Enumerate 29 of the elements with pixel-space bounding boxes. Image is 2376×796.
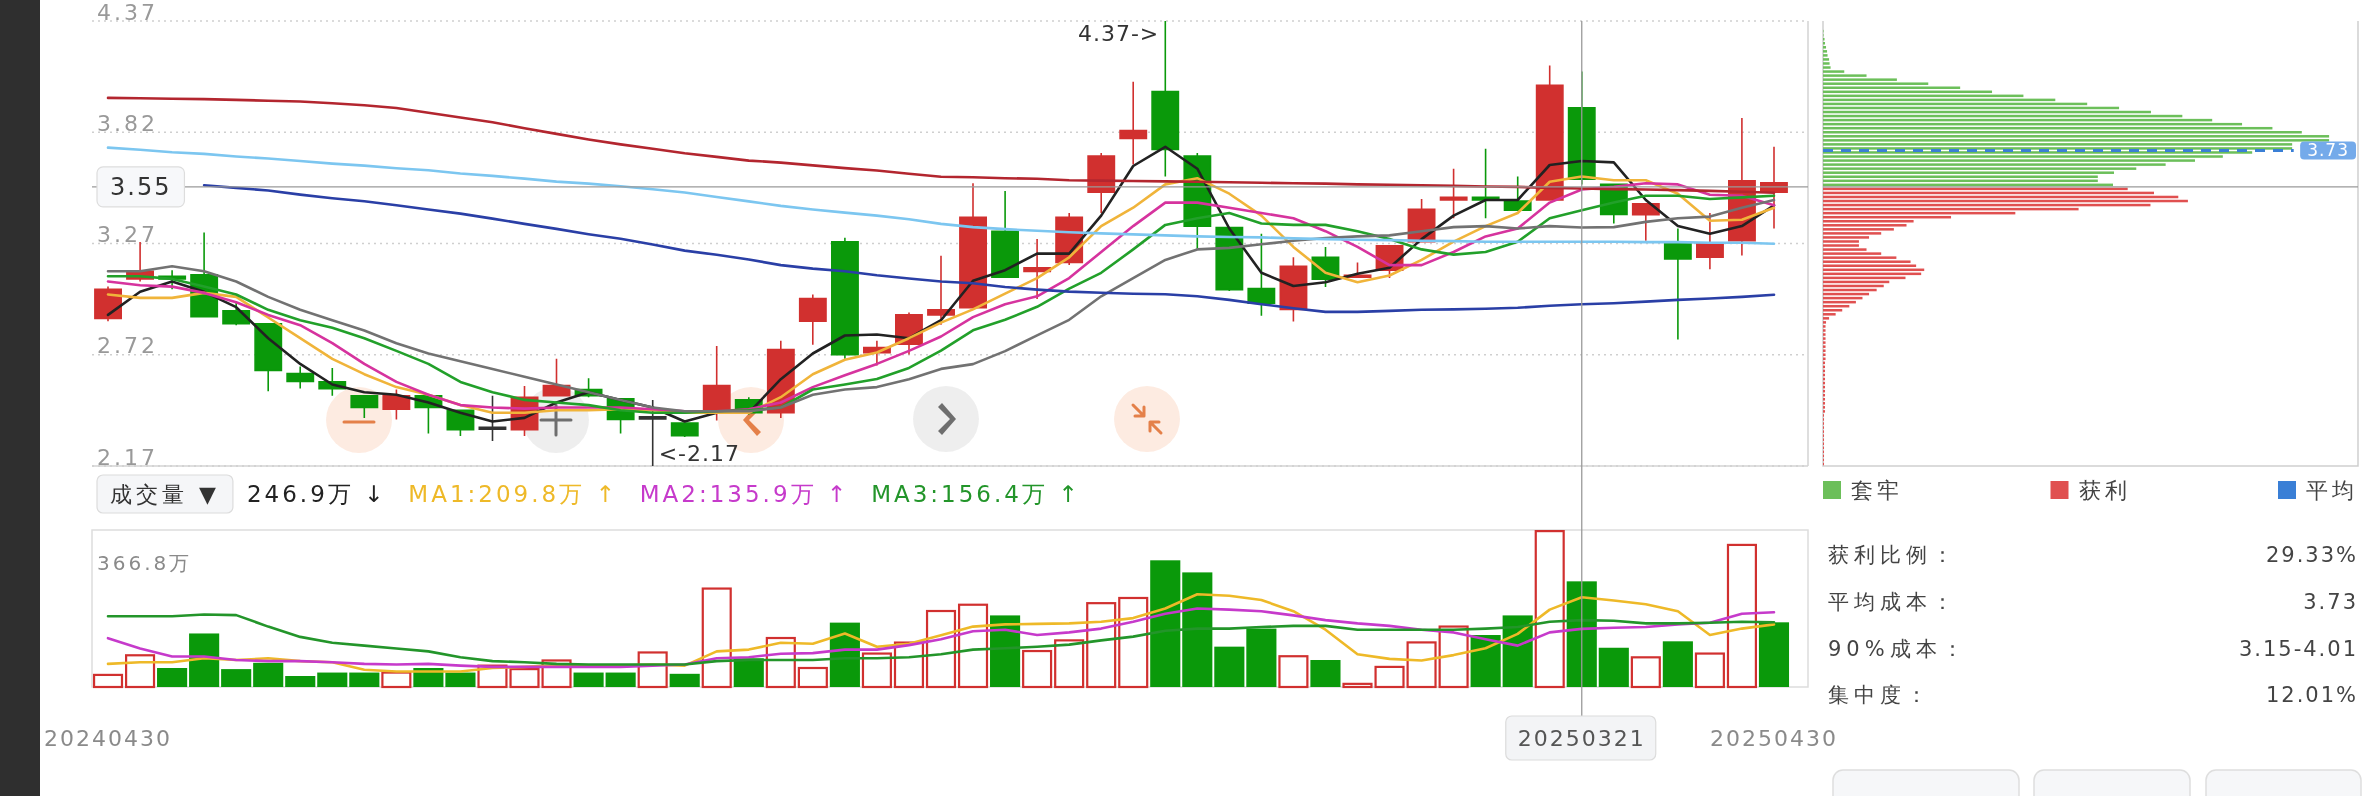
text: MA3:156.4万 ↑: [871, 481, 1081, 507]
text: 29.33%: [2265, 543, 2358, 567]
legend-label: 套牢: [1851, 477, 1903, 503]
text: 90%成本：: [1828, 637, 1968, 661]
text: MA2:135.9万 ↑: [639, 481, 850, 507]
text: 平均成本：: [1828, 590, 1958, 614]
text: 246.9万 ↓: [246, 481, 387, 507]
y-tick-label: 2.72: [97, 333, 158, 359]
text: 3.15-4.01: [2238, 637, 2358, 661]
text: 3.73: [2303, 590, 2358, 614]
annotation: 3.73: [2307, 140, 2349, 161]
x-tick-label: 20250430: [1709, 725, 1838, 751]
annotation: <-2.17: [658, 440, 741, 466]
y-tick-label: 2.17: [97, 444, 158, 470]
legend-label: 平均: [2306, 477, 2358, 503]
annotation: 366.8万: [97, 551, 193, 575]
y-tick-label: 3.27: [97, 222, 158, 247]
text: 获利比例：: [1828, 543, 1958, 567]
text: 12.01%: [2265, 683, 2358, 707]
ref-line-label: 3.55: [110, 172, 172, 201]
chart-title: 成交量 ▼: [110, 481, 220, 507]
annotation: 4.37->: [1077, 20, 1160, 46]
text: MA1:209.8万 ↑: [408, 481, 618, 507]
legend-label: 获利: [2078, 477, 2131, 503]
text: 集中度：: [1828, 683, 1932, 707]
x-tick-label: 20250321: [1517, 725, 1646, 751]
x-tick-label: 20240430: [44, 725, 173, 751]
y-tick-label: 3.82: [97, 110, 158, 136]
y-tick-label: 4.37: [97, 0, 158, 25]
